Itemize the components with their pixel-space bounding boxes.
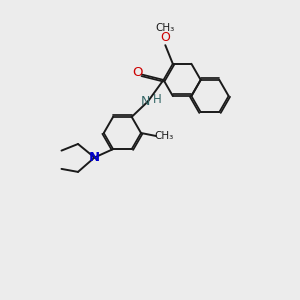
Text: O: O <box>132 66 143 79</box>
Text: O: O <box>160 31 170 44</box>
Text: N: N <box>89 151 100 164</box>
Text: CH₃: CH₃ <box>156 22 175 33</box>
Text: H: H <box>153 93 162 106</box>
Text: N: N <box>141 95 150 108</box>
Text: CH₃: CH₃ <box>155 131 174 141</box>
